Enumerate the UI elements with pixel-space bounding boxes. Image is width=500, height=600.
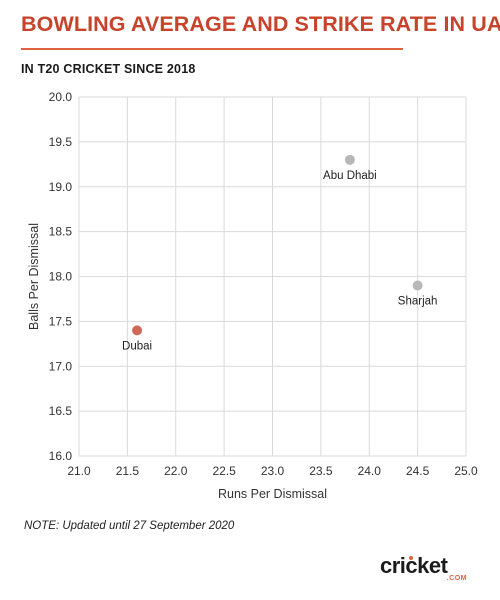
chart-subtitle: IN T20 CRICKET SINCE 2018 — [21, 62, 196, 76]
y-tick-label: 19.0 — [49, 180, 73, 194]
x-tick-label: 24.5 — [406, 464, 430, 478]
footnote: NOTE: Updated until 27 September 2020 — [24, 520, 235, 532]
logo-wordmark: cricket — [380, 553, 448, 578]
x-tick-label: 22.5 — [212, 464, 236, 478]
y-tick-label: 20.0 — [49, 90, 73, 104]
x-tick-label: 25.0 — [454, 464, 478, 478]
x-axis-title: Runs Per Dismissal — [218, 487, 327, 501]
y-tick-label: 16.0 — [49, 449, 73, 463]
data-label-dubai: Dubai — [122, 340, 152, 352]
title-underline — [21, 48, 403, 50]
y-tick-label: 19.5 — [49, 135, 73, 149]
x-tick-label: 24.0 — [358, 464, 382, 478]
data-point-sharjah — [412, 280, 423, 291]
y-tick-label: 17.0 — [49, 359, 73, 373]
y-tick-label: 18.5 — [49, 225, 73, 239]
y-axis-title: Balls Per Dismissal — [27, 223, 41, 330]
data-label-sharjah: Sharjah — [398, 295, 438, 307]
chart-title: BOWLING AVERAGE AND STRIKE RATE IN UAE — [21, 12, 500, 36]
data-point-abu-dhabi — [344, 154, 355, 165]
data-point-dubai — [132, 325, 143, 336]
x-tick-label: 23.5 — [309, 464, 333, 478]
y-tick-label: 16.5 — [49, 404, 73, 418]
cricket-com-logo: cricket .COM — [380, 553, 470, 585]
x-tick-label: 21.0 — [67, 464, 91, 478]
logo-suffix: .COM — [446, 575, 467, 582]
x-tick-label: 22.0 — [164, 464, 188, 478]
logo-dot-icon — [409, 556, 413, 560]
x-tick-label: 21.5 — [116, 464, 140, 478]
data-label-abu-dhabi: Abu Dhabi — [323, 170, 377, 182]
y-tick-label: 17.5 — [49, 314, 73, 328]
y-tick-label: 18.0 — [49, 270, 73, 284]
x-tick-label: 23.0 — [261, 464, 285, 478]
